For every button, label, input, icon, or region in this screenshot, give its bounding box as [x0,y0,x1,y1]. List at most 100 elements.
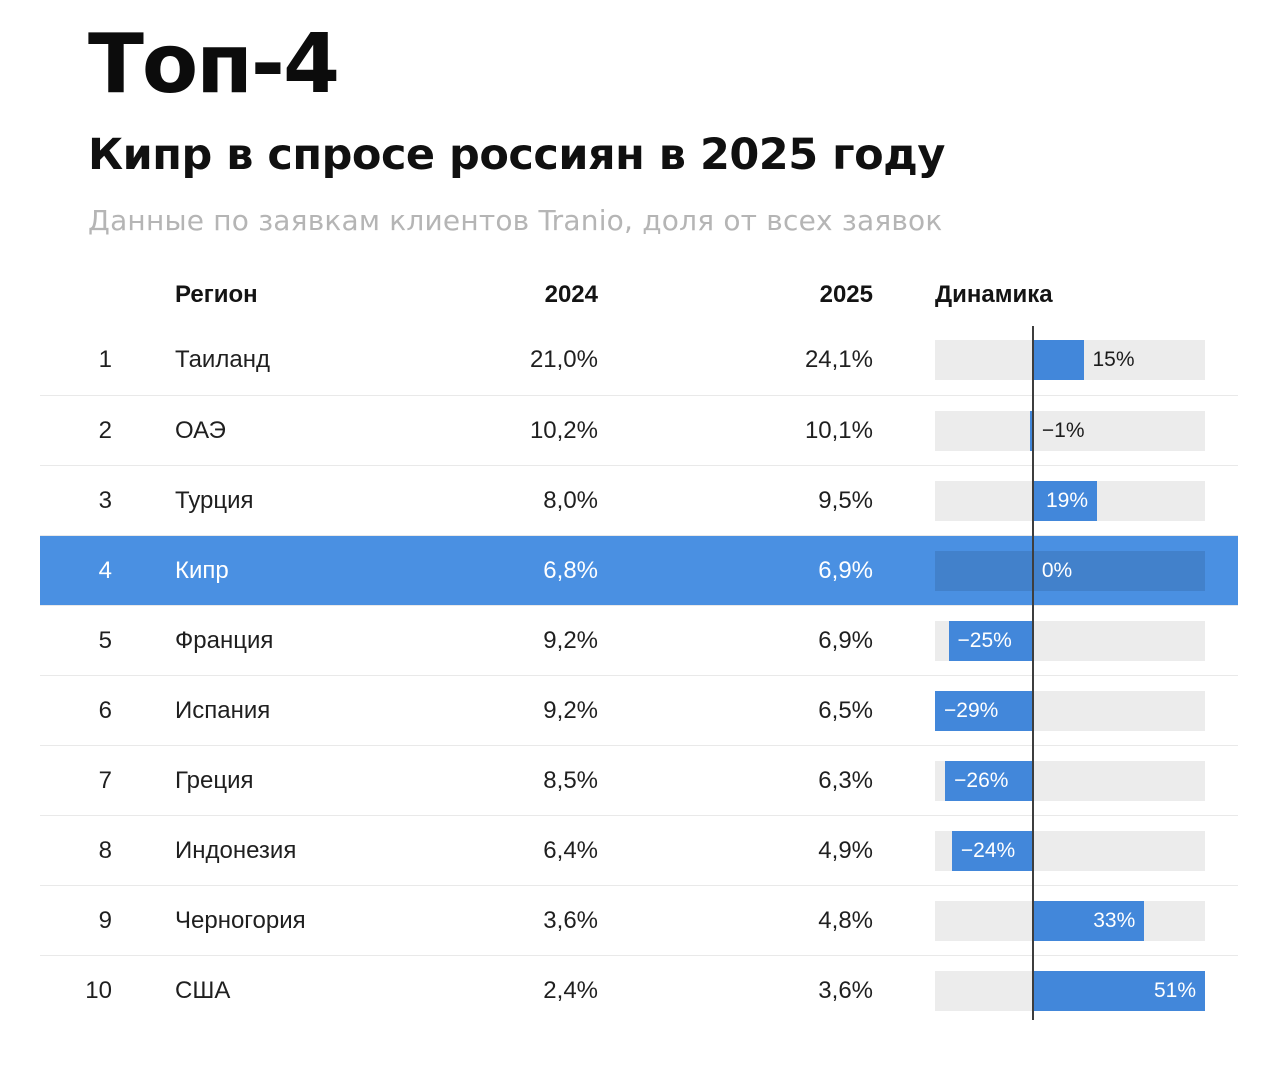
dynamics-cell: −29% [935,676,1205,745]
table-row: 2 ОАЭ 10,2% 10,1% −1% [40,395,1238,465]
dynamics-track: −29% [935,691,1205,731]
dynamics-track: −24% [935,831,1205,871]
dynamics-label: 33% [1093,909,1136,932]
col-header-2025: 2025 [819,281,873,308]
value-2024-cell: 8,0% [543,486,598,514]
dynamics-cell: −25% [935,606,1205,675]
dynamics-track: −25% [935,621,1205,661]
rank-cell: 2 [98,416,112,444]
dynamics-track: 19% [935,481,1205,521]
dynamics-bar: −25% [948,621,1033,661]
region-cell: США [175,976,231,1004]
region-cell: ОАЭ [175,416,226,444]
rank-cell: 3 [98,486,112,514]
value-2024-cell: 9,2% [543,696,598,724]
dynamics-track: 51% [935,971,1205,1011]
dynamics-cell: 0% [935,536,1205,605]
dynamics-bar [1029,411,1033,451]
value-2025-cell: 6,9% [818,556,873,584]
table-row: 9 Черногория 3,6% 4,8% 33% [40,885,1238,955]
region-cell: Таиланд [175,346,270,373]
region-cell: Индонезия [175,836,297,864]
dynamics-label: −29% [944,699,999,722]
page-caption: Данные по заявкам клиентов Tranio, доля … [88,204,943,237]
col-header-region: Регион [175,281,258,308]
rank-cell: 10 [85,976,112,1004]
table-row: 6 Испания 9,2% 6,5% −29% [40,675,1238,745]
dynamics-baseline-axis [1032,326,1034,1020]
rank-cell: 5 [98,626,112,654]
dynamics-cell: −24% [935,816,1205,885]
value-2025-cell: 24,1% [804,346,873,373]
dynamics-label: −25% [957,629,1012,652]
value-2025-cell: 6,3% [818,766,873,794]
dynamics-track: 33% [935,901,1205,941]
col-header-dynamics: Динамика [935,281,1053,308]
dynamics-label-outside: 0% [1041,559,1073,582]
dynamics-cell: 15% [935,325,1205,395]
dynamics-track: −26% [935,761,1205,801]
col-header-2024: 2024 [544,281,598,308]
dynamics-bar: −29% [935,691,1033,731]
value-2024-cell: 2,4% [543,976,598,1004]
value-2024-cell: 21,0% [529,346,598,373]
value-2025-cell: 3,6% [818,976,873,1004]
dynamics-label-outside: −1% [1041,419,1085,442]
value-2025-cell: 9,5% [818,486,873,514]
demand-table: Регион 2024 2025 Динамика 1 Таиланд 21,0… [40,265,1238,1025]
dynamics-bar: −24% [951,831,1033,871]
table-body: 1 Таиланд 21,0% 24,1% 15% 2 ОАЭ 10,2% 10… [40,325,1238,1025]
rank-cell: 1 [98,346,112,373]
page-title: Топ-4 [88,17,340,112]
dynamics-cell: −26% [935,746,1205,815]
value-2025-cell: 4,9% [818,836,873,864]
value-2024-cell: 3,6% [543,906,598,934]
region-cell: Франция [175,626,274,654]
dynamics-cell: 51% [935,956,1205,1025]
table-row: 7 Греция 8,5% 6,3% −26% [40,745,1238,815]
dynamics-label: −24% [960,839,1016,862]
value-2025-cell: 6,5% [818,696,873,724]
rank-cell: 6 [98,696,112,724]
value-2025-cell: 10,1% [804,416,873,444]
table-row: 10 США 2,4% 3,6% 51% [40,955,1238,1025]
dynamics-label: 51% [1153,979,1196,1002]
value-2024-cell: 6,8% [543,556,598,584]
rank-cell: 9 [98,906,112,934]
dynamics-bar [1032,340,1084,380]
dynamics-label-outside: 15% [1092,348,1135,371]
table-row: 1 Таиланд 21,0% 24,1% 15% [40,325,1238,395]
region-cell: Кипр [175,556,229,584]
dynamics-label: −26% [954,769,1009,792]
dynamics-bar: 51% [1032,971,1205,1011]
dynamics-cell: 19% [935,466,1205,535]
dynamics-cell: 33% [935,886,1205,955]
rank-cell: 8 [98,836,112,864]
table-row: 4 Кипр 6,8% 6,9% 0% [40,535,1238,605]
dynamics-track: −1% [935,411,1205,451]
rank-cell: 7 [98,766,112,794]
dynamics-cell: −1% [935,396,1205,465]
rank-cell: 4 [98,556,112,584]
region-cell: Испания [175,696,271,724]
table-row: 8 Индонезия 6,4% 4,9% −24% [40,815,1238,885]
dynamics-label: 19% [1045,489,1088,512]
region-cell: Турция [175,486,254,514]
value-2025-cell: 6,9% [818,626,873,654]
region-cell: Греция [175,766,254,794]
table-header-row: Регион 2024 2025 Динамика [40,265,1238,325]
dynamics-bar: −26% [945,761,1033,801]
table-row: 5 Франция 9,2% 6,9% −25% [40,605,1238,675]
value-2024-cell: 6,4% [543,836,598,864]
value-2025-cell: 4,8% [818,906,873,934]
dynamics-bar: 33% [1032,901,1145,941]
page-subtitle: Кипр в спросе россиян в 2025 году [88,130,945,180]
dynamics-track: 0% [935,551,1205,591]
value-2024-cell: 10,2% [529,416,598,444]
region-cell: Черногория [175,906,306,934]
dynamics-bar: 19% [1032,481,1097,521]
dynamics-track: 15% [935,340,1205,380]
value-2024-cell: 9,2% [543,626,598,654]
value-2024-cell: 8,5% [543,766,598,794]
